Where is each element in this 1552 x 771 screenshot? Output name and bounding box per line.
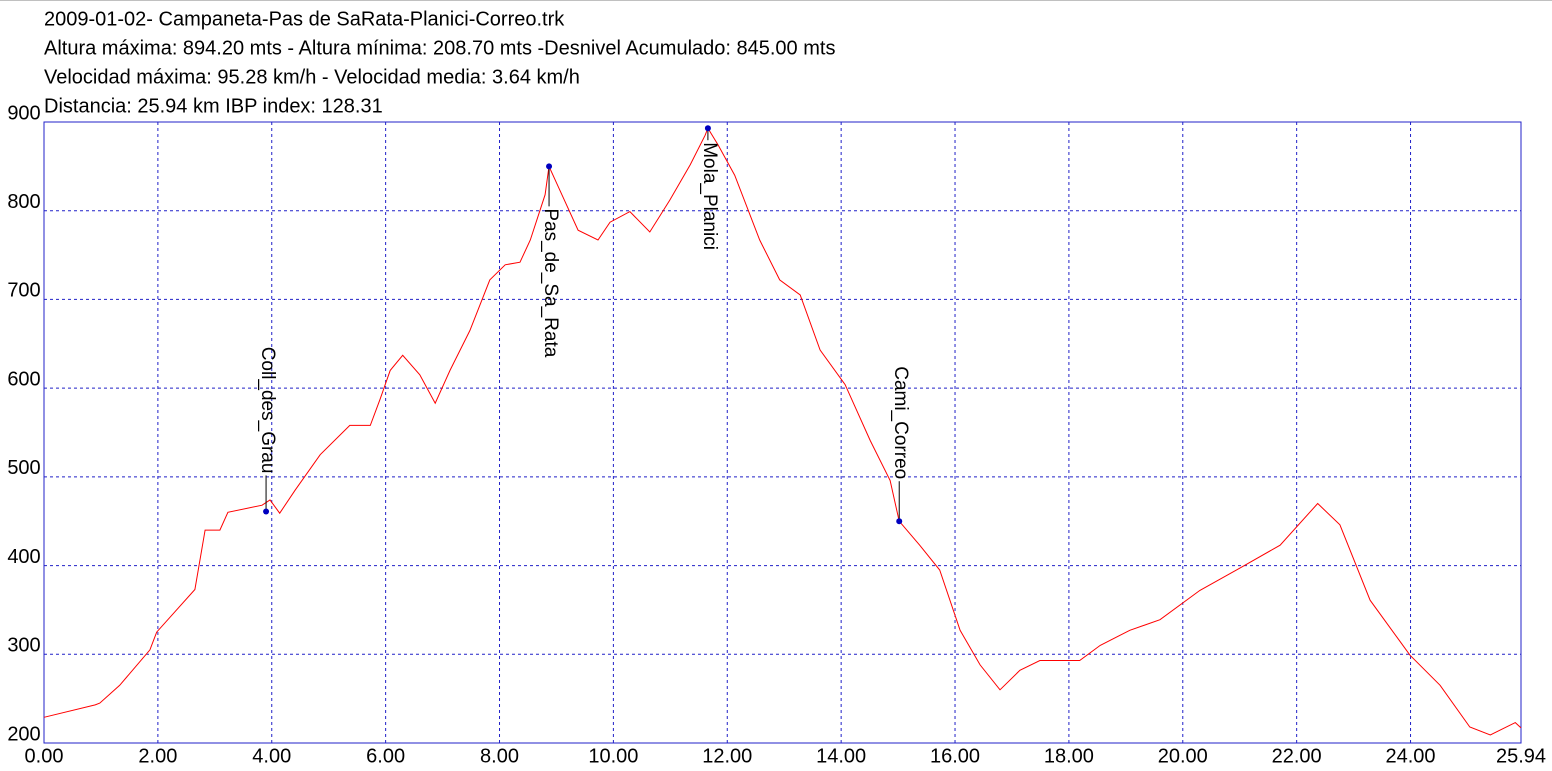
- x-tick-label: 4.00: [252, 745, 291, 767]
- y-tick-label: 200: [7, 723, 40, 745]
- x-tick-label: 12.00: [702, 745, 752, 767]
- y-tick-label: 700: [7, 280, 40, 302]
- x-tick-label: 18.00: [1044, 745, 1094, 767]
- x-tick-label: 20.00: [1158, 745, 1208, 767]
- waypoint-label: Coll_des_Grau: [257, 347, 278, 474]
- waypoint: [896, 518, 903, 525]
- waypoint: [704, 125, 711, 132]
- y-tick-label: 500: [7, 457, 40, 479]
- waypoint-label: Pas_de_Sa_Rata: [540, 208, 561, 357]
- x-tick-label: 2.00: [138, 745, 177, 767]
- x-tick-label: 24.00: [1386, 745, 1436, 767]
- y-tick-label: 600: [7, 368, 40, 390]
- waypoint: [263, 508, 270, 515]
- waypoint-label: Mola_Planici: [699, 142, 720, 250]
- chart-title: 2009-01-02- Campaneta-Pas de SaRata-Plan…: [44, 8, 565, 30]
- x-tick-label: 10.00: [588, 745, 638, 767]
- chart-subtitle: Altura máxima: 894.20 mts - Altura mínim…: [44, 37, 835, 59]
- x-tick-label: 0.00: [25, 745, 64, 767]
- x-tick-label: 25.94: [1496, 745, 1546, 767]
- y-tick-label: 400: [7, 546, 40, 568]
- y-tick-label: 800: [7, 191, 40, 213]
- waypoint-label: Cami_Correo: [890, 366, 911, 479]
- elevation-line: [43, 127, 1522, 736]
- y-tick-label: 300: [7, 635, 40, 657]
- x-tick-label: 22.00: [1272, 745, 1322, 767]
- x-tick-label: 8.00: [480, 745, 519, 767]
- x-tick-label: 14.00: [816, 745, 866, 767]
- chart-subtitle: Distancia: 25.94 km IBP index: 128.31: [44, 95, 383, 117]
- chart-subtitle: Velocidad máxima: 95.28 km/h - Velocidad…: [44, 66, 580, 88]
- y-tick-label: 900: [7, 102, 40, 124]
- x-tick-label: 16.00: [930, 745, 980, 767]
- waypoint: [546, 163, 553, 170]
- plot-frame: [43, 121, 1522, 744]
- x-tick-label: 6.00: [366, 745, 405, 767]
